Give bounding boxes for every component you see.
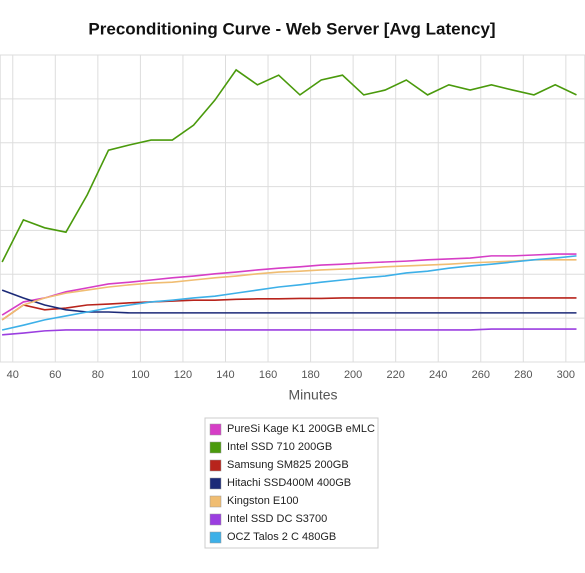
- x-tick-label: 100: [131, 369, 149, 381]
- x-tick-label: 180: [301, 369, 319, 381]
- legend-label: OCZ Talos 2 C 480GB: [227, 531, 336, 543]
- series-line: [1, 68, 577, 263]
- x-tick-label: 120: [174, 369, 192, 381]
- legend-label: Hitachi SSD400M 400GB: [227, 477, 351, 489]
- series-line: [1, 289, 577, 314]
- legend-label: Samsung SM825 200GB: [227, 459, 349, 471]
- x-tick-label: 160: [259, 369, 277, 381]
- legend-label: PureSi Kage K1 200GB eMLC: [227, 423, 375, 435]
- series-line: [1, 253, 577, 316]
- x-tick-label: 300: [557, 369, 575, 381]
- x-tick-label: 260: [472, 369, 490, 381]
- plot-area: [0, 54, 585, 363]
- chart-title: Preconditioning Curve - Web Server [Avg …: [88, 19, 495, 38]
- series-line: [2, 328, 577, 336]
- legend-swatch: [209, 477, 222, 490]
- legend-label: Intel SSD DC S3700: [227, 513, 327, 525]
- series-line: [1, 259, 577, 321]
- legend-swatch: [209, 495, 222, 508]
- legend-swatch: [209, 459, 222, 472]
- legend-box: [204, 417, 379, 549]
- series-line: [1, 297, 577, 321]
- x-tick-label: 240: [429, 369, 447, 381]
- legend-swatch: [209, 423, 222, 436]
- x-tick-label: 280: [514, 369, 532, 381]
- series-line: [1, 255, 577, 331]
- x-tick-label: 140: [216, 369, 234, 381]
- x-tick-label: 40: [7, 369, 19, 381]
- x-tick-label: 220: [386, 369, 404, 381]
- x-axis-label: Minutes: [288, 387, 337, 403]
- legend-label: Intel SSD 710 200GB: [227, 441, 332, 453]
- legend-swatch: [209, 441, 222, 454]
- x-tick-label: 200: [344, 369, 362, 381]
- x-tick-label: 60: [49, 369, 61, 381]
- x-tick-label: 80: [92, 369, 104, 381]
- legend-swatch: [209, 513, 222, 526]
- legend-label: Kingston E100: [227, 495, 299, 507]
- legend-swatch: [209, 531, 222, 544]
